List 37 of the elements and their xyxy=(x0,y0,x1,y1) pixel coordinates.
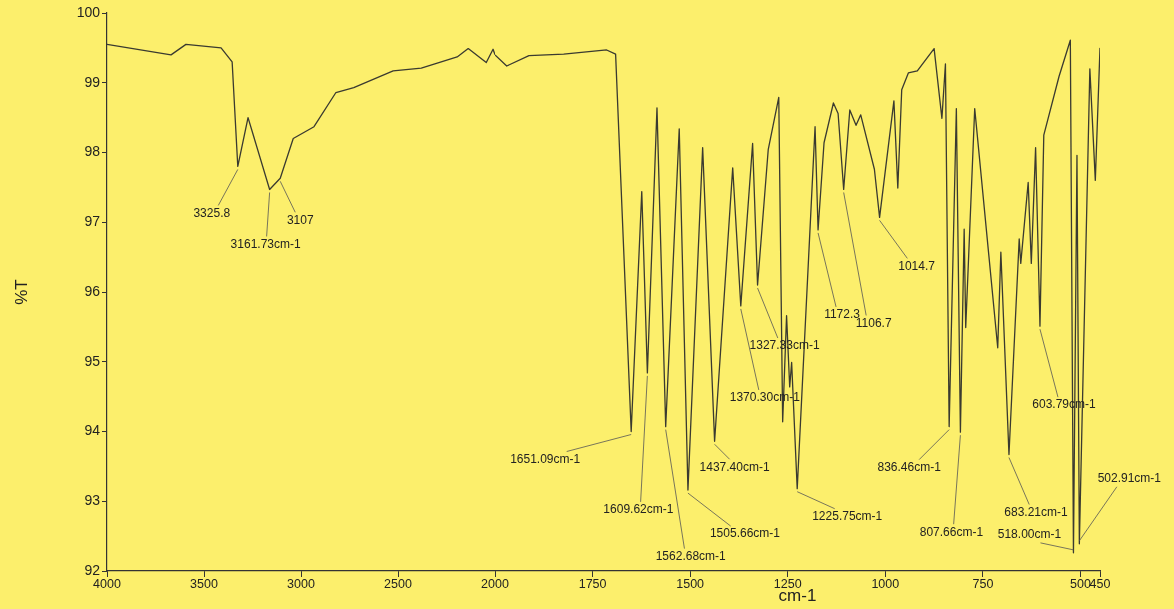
annotation: 1505.66cm-1 xyxy=(709,526,781,541)
annotation: 683.21cm-1 xyxy=(1004,504,1068,519)
y-tick-label: 97 xyxy=(84,213,101,230)
annotation: 3325.8 xyxy=(193,205,231,220)
annotation: 1225.75cm-1 xyxy=(812,509,883,524)
x-tick-label: 2000 xyxy=(481,576,509,591)
x-tick-label: 1000 xyxy=(871,576,900,591)
annotation: 1562.68cm-1 xyxy=(655,548,727,563)
annotation: 836.46cm-1 xyxy=(877,459,942,474)
x-tick-label: 3000 xyxy=(287,576,315,591)
x-tick-label: 3500 xyxy=(190,576,218,591)
annotation: 1651.09cm-1 xyxy=(510,451,581,466)
x-tick-label: 450 xyxy=(1089,576,1111,591)
x-tick-label: 1250 xyxy=(773,576,802,591)
y-tick-label: 94 xyxy=(84,422,101,439)
annotation: 1609.62cm-1 xyxy=(603,502,674,517)
annotation: 1014.7 xyxy=(898,258,936,273)
y-axis-title: %T xyxy=(11,279,31,305)
y-tick-label: 98 xyxy=(84,143,101,160)
x-tick-label: 1750 xyxy=(578,576,607,591)
annotation: 502.91cm-1 xyxy=(1097,471,1162,486)
annotation: 518.00cm-1 xyxy=(997,527,1062,542)
x-tick-label: 500 xyxy=(1070,576,1091,591)
x-tick-label: 1500 xyxy=(676,576,705,591)
x-tick-label: 2500 xyxy=(384,576,412,591)
y-tick-label: 96 xyxy=(84,282,101,299)
annotation: 3161.73cm-1 xyxy=(230,236,301,251)
x-tick-label: 4000 xyxy=(93,576,121,591)
annotation: 807.66cm-1 xyxy=(919,524,984,539)
y-tick-label: 95 xyxy=(84,352,101,369)
y-tick-label: 99 xyxy=(84,73,101,90)
y-tick-label: 92 xyxy=(84,561,101,578)
annotation: 1437.40cm-1 xyxy=(699,459,770,474)
y-tick-label: 100 xyxy=(76,3,101,20)
y-tick-label: 93 xyxy=(84,492,101,509)
x-tick-label: 750 xyxy=(972,576,994,591)
annotation: 3107 xyxy=(286,212,314,227)
